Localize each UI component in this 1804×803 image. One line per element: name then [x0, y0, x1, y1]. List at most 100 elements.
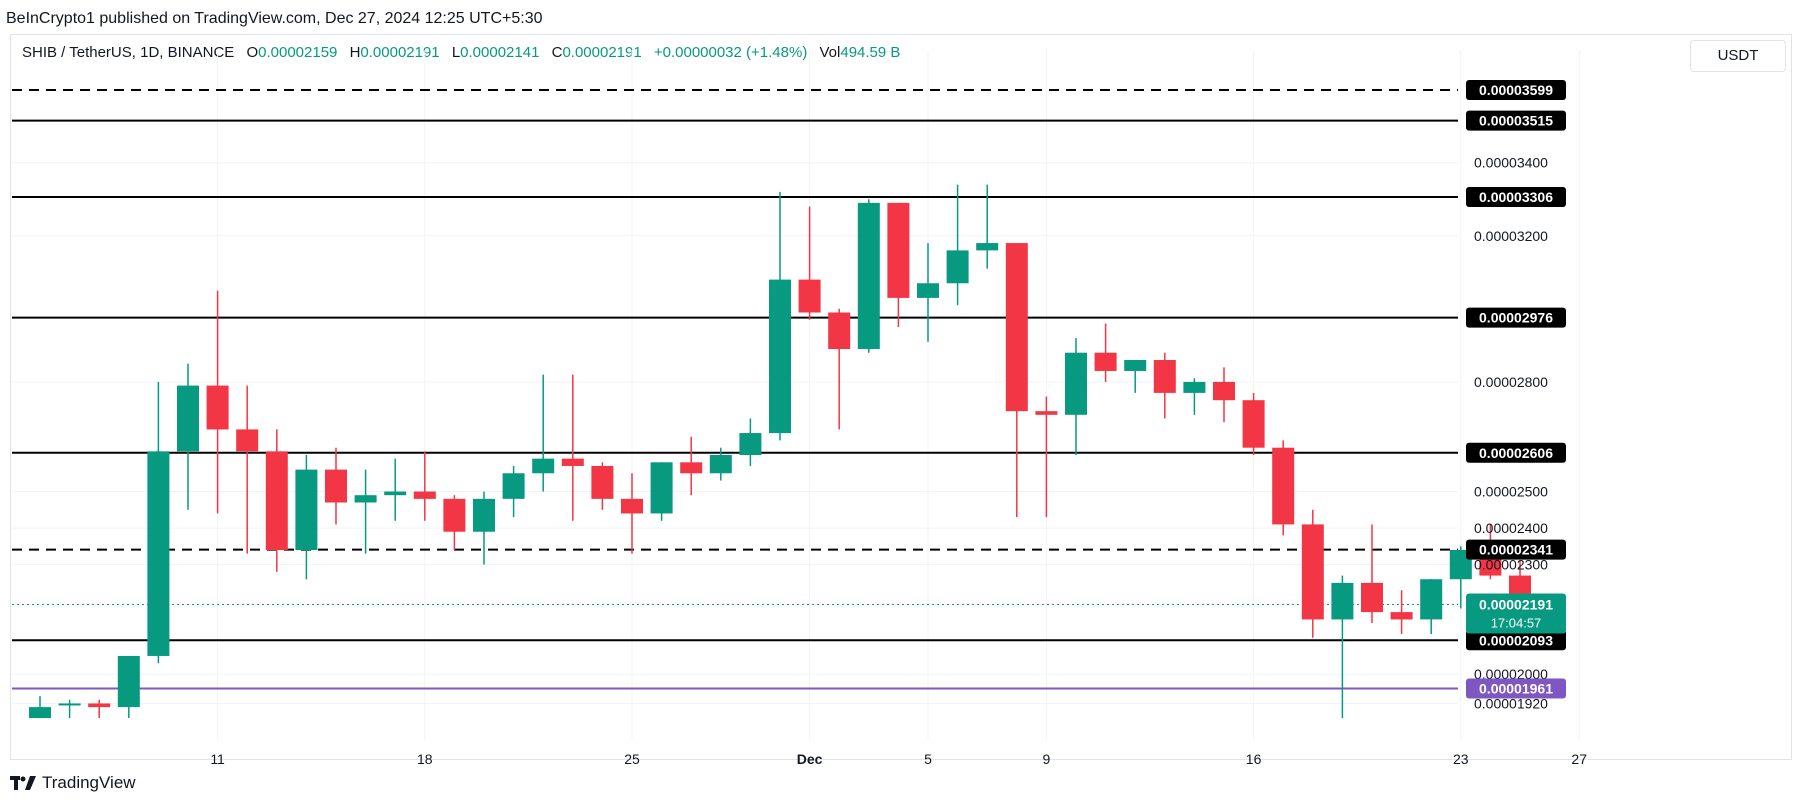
candle[interactable] [88, 699, 111, 719]
x-tick-label: 27 [1571, 751, 1587, 767]
footer-brand[interactable]: TradingView [10, 773, 136, 793]
candle-body [1213, 381, 1235, 401]
x-tick-label: 11 [210, 751, 225, 767]
candle[interactable] [413, 451, 436, 521]
level-price-badge-label: 0.00003515 [1479, 113, 1553, 129]
volume-label: Vol [819, 44, 841, 61]
candle[interactable] [1035, 396, 1058, 518]
candle[interactable] [1213, 367, 1235, 423]
x-tick-label: 23 [1453, 751, 1469, 767]
last-price-label: 0.00002191 [1479, 596, 1553, 612]
candle[interactable] [1242, 392, 1265, 455]
candle[interactable] [621, 473, 643, 554]
candle-body [354, 495, 377, 503]
candle[interactable] [1361, 524, 1383, 624]
candle-body [680, 462, 703, 474]
candle[interactable] [1094, 323, 1117, 382]
candle[interactable] [650, 462, 673, 521]
candle[interactable] [206, 290, 229, 514]
candle[interactable] [354, 469, 377, 554]
candle[interactable] [325, 447, 347, 525]
candle[interactable] [1153, 352, 1176, 419]
candle-body [828, 312, 851, 350]
x-tick-label: 16 [1246, 751, 1262, 767]
candle[interactable] [887, 202, 910, 328]
last-price-badge: 0.00002191 17:04:57 [1466, 593, 1566, 634]
candle[interactable] [709, 447, 732, 481]
candle[interactable] [739, 418, 762, 466]
level-price-badge-label: 0.00002606 [1479, 445, 1553, 461]
candle[interactable] [1272, 440, 1295, 536]
candle-body [473, 498, 495, 532]
level-price-badge-bg [1466, 79, 1566, 100]
candle[interactable] [1124, 360, 1147, 393]
candle[interactable] [1331, 575, 1354, 719]
candle-body [236, 429, 259, 452]
symbol-title[interactable]: SHIB / TetherUS, 1D, BINANCE [22, 44, 235, 61]
candle[interactable] [177, 363, 199, 510]
candle[interactable] [147, 381, 170, 664]
candle[interactable] [1420, 579, 1443, 635]
candle-body [798, 279, 821, 313]
candle-body [1361, 582, 1383, 613]
candle[interactable] [443, 495, 466, 550]
y-tick-label: 0.00002300 [1474, 557, 1548, 573]
candle[interactable] [58, 699, 81, 719]
candle[interactable] [502, 465, 525, 518]
candle[interactable] [1390, 590, 1413, 635]
candle[interactable] [384, 458, 407, 521]
candle[interactable] [1183, 378, 1206, 415]
candle-body [1153, 360, 1176, 393]
level-price-badge: 0.00002976 [1466, 307, 1566, 328]
candle-body [1272, 447, 1295, 525]
candle-body [1124, 360, 1147, 371]
candle[interactable] [917, 243, 939, 342]
candle[interactable] [236, 385, 259, 554]
candle-body [58, 703, 81, 706]
candle[interactable] [828, 308, 851, 430]
candle[interactable] [29, 696, 51, 719]
candle[interactable] [976, 184, 999, 269]
candle[interactable] [117, 655, 140, 719]
level-price-badge-bg [1466, 307, 1566, 328]
high-label: H [349, 44, 361, 61]
candle[interactable] [1301, 509, 1324, 638]
candle[interactable] [1005, 243, 1028, 518]
candle[interactable] [798, 206, 821, 320]
tradingview-logo-icon [10, 776, 36, 790]
level-price-badge: 0.00002093 [1466, 630, 1566, 651]
y-tick-label: 0.00002400 [1474, 520, 1548, 536]
y-tick-label: 0.00003400 [1474, 155, 1548, 171]
candle-body [502, 473, 525, 499]
candle-body [384, 491, 407, 496]
candle[interactable] [1065, 338, 1087, 455]
open-value: 0.00002159 [258, 44, 338, 61]
chart-frame [10, 34, 1792, 760]
y-tick-label: 0.00003200 [1474, 228, 1548, 244]
candle[interactable] [295, 455, 318, 580]
candles [29, 184, 1561, 719]
level-price-badge-bg [1466, 110, 1566, 131]
candle-body [591, 465, 614, 499]
level-price-badge: 0.00001961 [1466, 678, 1566, 699]
level-price-badge-label: 0.00002976 [1479, 310, 1553, 326]
candle[interactable] [591, 462, 614, 510]
low-label: L [451, 44, 461, 61]
x-tick-label: 9 [1043, 751, 1051, 767]
candle-body [443, 498, 466, 532]
candle[interactable] [473, 491, 495, 565]
candle[interactable] [532, 374, 555, 492]
candle[interactable] [857, 199, 880, 353]
candle-body [29, 707, 51, 719]
candle-body [295, 469, 318, 550]
currency-button[interactable]: USDT [1690, 40, 1786, 72]
level-price-badge: 0.00003515 [1466, 110, 1566, 131]
candle[interactable] [769, 191, 791, 441]
candle[interactable] [680, 436, 703, 496]
x-tick-label: 25 [624, 751, 640, 767]
candle-body [147, 451, 170, 656]
candle[interactable] [265, 429, 288, 572]
candle[interactable] [946, 184, 969, 306]
candle[interactable] [561, 374, 584, 521]
